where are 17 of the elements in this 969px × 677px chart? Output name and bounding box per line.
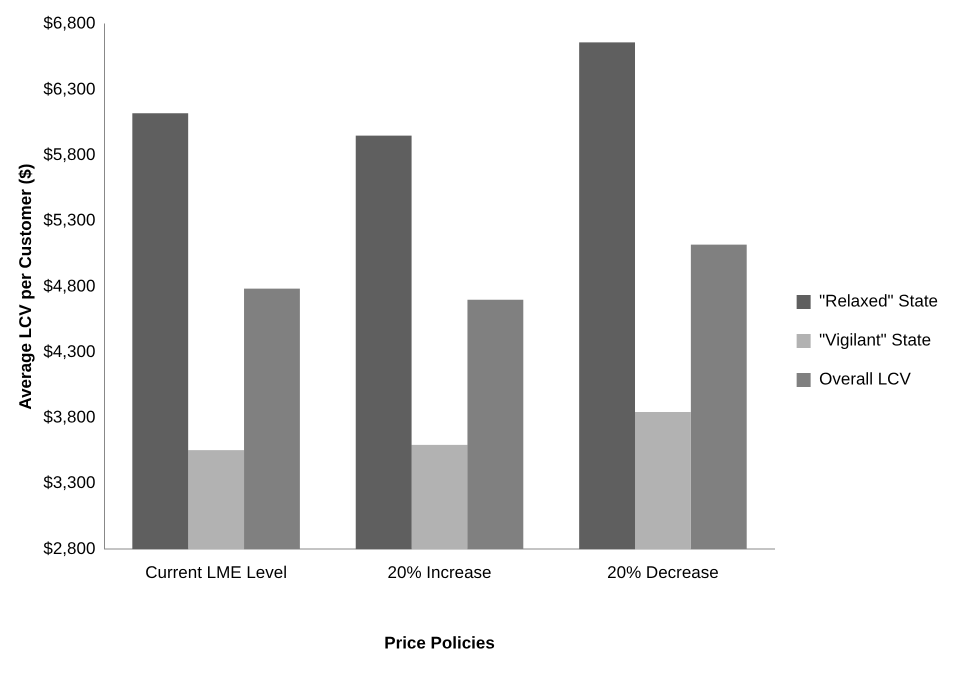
x-axis-title: Price Policies	[384, 633, 495, 652]
x-tick-label: 20% Increase	[388, 563, 492, 582]
legend-label: "Vigilant" State	[819, 330, 932, 350]
y-tick-label: $5,300	[43, 210, 96, 230]
y-tick-label: $4,300	[43, 342, 96, 361]
y-tick-label: $3,800	[43, 408, 96, 427]
y-axis-title: Average LCV per Customer ($)	[16, 164, 35, 410]
legend-label: Overall LCV	[819, 370, 912, 389]
y-tick-label: $3,300	[43, 473, 96, 492]
y-tick-label: $6,800	[43, 14, 96, 33]
legend-label: "Relaxed" State	[819, 292, 938, 311]
y-tick-label: $5,800	[43, 144, 96, 164]
y-tick-label: $4,800	[43, 276, 96, 296]
x-tick-label: Current LME Level	[145, 563, 287, 582]
y-tick-label: $2,800	[43, 538, 96, 558]
y-tick-label: $6,300	[43, 79, 96, 98]
x-tick-label: 20% Decrease	[607, 563, 719, 582]
